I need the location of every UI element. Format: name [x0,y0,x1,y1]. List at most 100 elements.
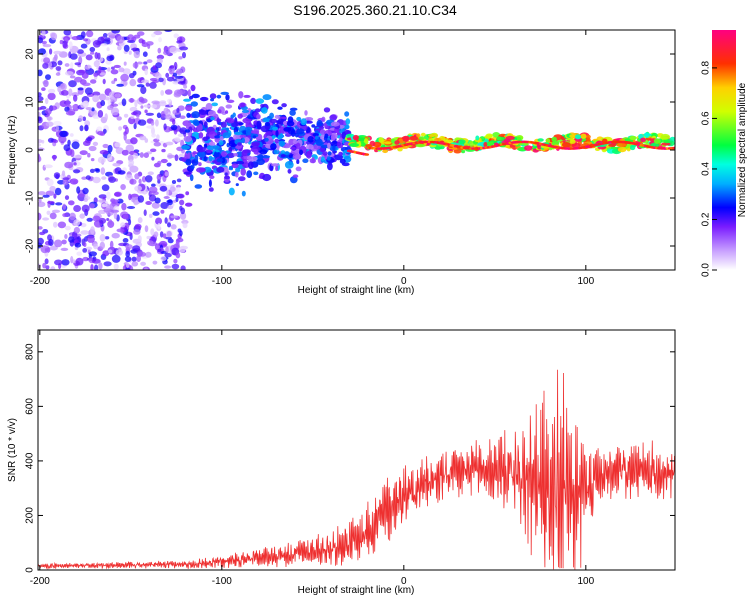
spectrogram-cell [238,176,246,182]
spectrogram-cell [111,66,115,70]
spectrogram-cell [179,127,188,135]
spectrogram-cell [97,156,106,164]
spectrogram-cell [76,49,84,54]
spectrogram-cell [166,162,172,167]
spectrogram-cell [127,40,136,44]
spectrogram-cell [83,100,89,107]
spectrogram-cell [234,171,239,178]
spectrogram-cell [285,133,292,137]
spectrogram-cell [235,160,245,165]
spectrogram-cell [274,138,279,144]
spectrogram-cell [93,60,100,68]
spectrogram-cell [69,178,79,185]
spectrogram-cell [217,109,222,114]
spectrogram-cell [237,142,242,146]
spectrogram-cell [365,144,373,148]
spectrogram-cell [107,153,113,161]
spectrogram-cell [81,204,90,213]
spectrogram-cell [171,180,177,184]
spectrogram-cell [178,56,183,60]
spectrogram-cell [661,142,671,146]
spectrogram-cell [344,111,350,117]
spectrogram-cell [38,226,43,230]
spectrogram-cell [159,185,168,192]
spectrogram-cell [116,228,125,233]
spectrogram-cell [220,121,227,129]
spectrogram-cell [125,244,133,250]
spectrogram-cell [74,242,82,248]
spectrogram-cell [133,229,141,235]
spectrogram-cell [128,159,135,166]
spectrogram-cell [151,183,156,187]
spectrogram-cell [151,127,155,135]
spectrogram-cell [165,246,169,253]
spectrogram-cell [100,167,106,175]
spectrogram-cell [88,203,95,209]
spectrogram-cell [486,141,494,147]
spectrogram-cell [43,44,52,48]
spectrogram-cell [292,174,299,178]
spectrogram-cell [107,67,111,72]
spectrogram-cell [107,98,112,106]
spectrogram-cell [125,144,134,153]
spectrogram-cell [255,98,265,104]
spectrogram-cell [551,136,557,142]
spectrogram-cell [163,107,169,115]
spectrogram-cell [46,210,51,215]
spectrogram-cell [203,143,208,149]
spectrogram-cell [191,93,200,99]
spectrogram-cell [179,246,186,253]
spectrogram-cell [132,245,141,252]
spectrogram-cell [136,31,145,36]
spectrogram-cell [47,200,55,205]
spectrogram-cell [329,114,338,121]
spectrogram-cell [176,178,182,183]
spectrogram-cell [246,155,253,160]
spectrogram-cell [292,139,298,144]
spectrogram-cell [86,217,93,222]
spectrogram-cell [70,256,74,264]
spectrogram-cell [304,117,314,121]
spectrogram-cell [256,114,261,120]
spectrogram-cell [140,105,144,109]
spectrogram-cell [190,101,198,107]
spectrogram-cell [290,129,296,137]
spectrogram-cell [111,232,120,239]
spectrogram-cell [152,80,160,83]
spectrogram-cell [73,205,81,212]
spectrogram-cell [270,143,277,150]
spectrogram-cell [42,62,49,69]
spectrogram-cell [253,148,259,155]
spectrogram-cell [458,139,466,144]
spectrogram-cell [183,171,192,175]
spectrogram-cell [352,134,359,141]
spectrogram-cell [128,50,132,55]
spectrogram-cell [242,162,251,169]
spectrogram-cell [175,252,181,259]
spectrogram-cell [214,135,220,139]
spectrogram-cell [196,167,205,173]
spectrogram-cell [191,111,200,119]
spectrogram-cell [79,150,88,156]
spectrogram-cell [262,155,271,159]
spectrogram-cell [153,231,159,238]
spectrogram-cell [130,137,138,145]
spectrogram-cell [224,175,231,180]
spectrogram-cell [296,121,302,128]
spectrogram-cell [62,179,69,186]
spectrogram-cell [176,186,181,193]
spectrogram-cell [54,239,63,248]
spectrogram-cell [147,171,154,176]
spectrogram-cell [537,138,544,142]
spectrogram-cell [278,140,285,147]
spectrogram-cell [47,88,56,94]
spectrogram-x-tick-label: -100 [212,276,232,287]
spectrogram-cell [38,92,42,97]
spectrogram-cell [144,225,149,233]
spectrogram-cell [108,176,116,183]
spectrogram-cell [468,140,475,147]
spectrogram-cell [235,183,239,187]
spectrogram-cell [99,72,106,76]
spectrogram-cell [176,89,186,95]
spectrogram-cell [68,88,73,97]
